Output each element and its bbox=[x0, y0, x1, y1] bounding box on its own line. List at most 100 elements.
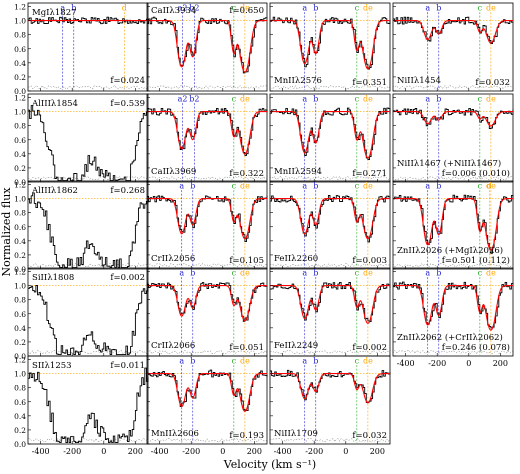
component-label: b bbox=[436, 4, 441, 13]
f-value-label: f=0.650 bbox=[229, 6, 264, 16]
component-label: c bbox=[355, 4, 360, 13]
y-tick-label: 1.2 bbox=[14, 94, 26, 103]
x-tick-label: 0 bbox=[220, 447, 225, 456]
flux-spectrum bbox=[270, 281, 391, 323]
panel: a b c de FeIIλ2260 f=0.003 bbox=[269, 180, 391, 270]
y-tick-label: 1.0 bbox=[14, 282, 26, 291]
panel: a2 b2 c de CaIIλ3969 f=0.322 bbox=[146, 93, 268, 183]
component-label: a bbox=[302, 182, 307, 191]
component-label: a bbox=[302, 357, 307, 366]
component-label: de bbox=[240, 95, 250, 104]
x-tick-label: -400 bbox=[32, 447, 50, 456]
ion-label: MnIIλ2576 bbox=[274, 76, 322, 86]
flux-spectrum bbox=[28, 282, 149, 356]
model-fit bbox=[147, 111, 267, 155]
component-label: de bbox=[486, 269, 496, 278]
component-label: de bbox=[363, 269, 373, 278]
model-fit bbox=[270, 111, 390, 159]
component-label: a bbox=[302, 269, 307, 278]
panel: a b c ded ZnIIλ2026 (+MgIλ2026)f=0.501 (0.11… bbox=[392, 180, 514, 270]
component-label: b bbox=[190, 357, 195, 366]
model-fit bbox=[147, 285, 267, 322]
x-tick-label: -200 bbox=[63, 447, 81, 456]
panel: a b c de CrIIλ2066 f=0.051 bbox=[146, 267, 268, 357]
component-label: de bbox=[363, 95, 373, 104]
y-tick-label: 0.4 bbox=[14, 150, 26, 159]
panel: a b c de MnIIλ2576 f=0.351 bbox=[269, 2, 391, 92]
ion-label: AlIIIλ1862 bbox=[31, 186, 78, 196]
component-label: b bbox=[313, 182, 318, 191]
x-axis-title: Velocity (km s⁻¹) bbox=[223, 458, 316, 471]
model-fit bbox=[393, 111, 513, 127]
y-tick-label: 0.0 bbox=[14, 178, 26, 187]
panel-frame bbox=[146, 2, 268, 92]
model-fit bbox=[147, 198, 267, 240]
component-label: c bbox=[232, 357, 237, 366]
y-tick-label: 0.8 bbox=[14, 122, 26, 131]
flux-spectrum bbox=[147, 282, 268, 322]
y-tick-label: 0.2 bbox=[14, 426, 26, 435]
f-value-label: f=0.271 bbox=[352, 169, 387, 179]
panel-frame bbox=[146, 355, 268, 445]
component-label: d bbox=[487, 182, 492, 191]
x-tick-label: 200 bbox=[128, 447, 143, 456]
panel-frame bbox=[146, 180, 268, 270]
panel: a b c de NiIIλ1454 f=0.032 bbox=[392, 2, 514, 92]
x-tick-label: 0 bbox=[101, 447, 106, 456]
y-tick-label: 1.2 bbox=[14, 356, 26, 365]
ion-label: SiIIλ1808 bbox=[32, 273, 74, 283]
f-value-label: f=0.351 bbox=[352, 78, 387, 88]
panel: a b c de ZnIIλ2062 (+CrIIλ2062)f=0.246 (0.07… bbox=[392, 267, 514, 368]
component-label: a bbox=[179, 269, 184, 278]
ion-label: MgIλ1827 bbox=[32, 8, 77, 18]
component-label: b bbox=[190, 182, 195, 191]
y-tick-label: 0.6 bbox=[14, 223, 26, 232]
error-spectrum bbox=[27, 437, 149, 443]
f-value-label: f=0.539 bbox=[110, 99, 145, 109]
component-label: de bbox=[363, 4, 373, 13]
component-label: de bbox=[363, 182, 373, 191]
component-label: a bbox=[60, 4, 65, 13]
component-label: a bbox=[179, 357, 184, 366]
component-label: c bbox=[232, 4, 237, 13]
error-spectrum bbox=[27, 85, 149, 90]
error-spectrum bbox=[269, 263, 391, 268]
x-tick-label: -400 bbox=[151, 447, 169, 456]
flux-spectrum bbox=[393, 194, 514, 254]
component-label: b bbox=[71, 4, 76, 13]
panel-frame bbox=[27, 93, 149, 183]
panel: SiIIλ1808 f=0.002 0.0 0.2 0.4 0.6 0.8 1.0 1.2 bbox=[14, 268, 149, 361]
y-tick-label: 1.2 bbox=[14, 268, 26, 277]
panel: a b c de NiIIλ1709 f=0.032 -400 -200 0 200 bbox=[269, 355, 391, 456]
component-label: b bbox=[190, 269, 195, 278]
f-value-label: f=0.322 bbox=[229, 169, 264, 179]
panel: AlIIIλ1854 f=0.539 0.0 0.2 0.4 0.6 0.8 1.0 1.2 bbox=[14, 93, 149, 187]
model-fit bbox=[147, 373, 267, 413]
y-tick-label: 0.6 bbox=[14, 398, 26, 407]
model-fit bbox=[393, 198, 513, 251]
x-tick-label: -400 bbox=[274, 447, 292, 456]
panel-frame bbox=[27, 180, 149, 270]
error-spectrum bbox=[269, 350, 391, 355]
y-tick-label: 0.2 bbox=[14, 251, 26, 260]
x-tick-label: -200 bbox=[305, 447, 323, 456]
error-spectrum bbox=[392, 175, 514, 181]
component-label: b bbox=[313, 269, 318, 278]
ion-label: CaIIλ3934 bbox=[151, 6, 196, 16]
f-value-label: f=0.193 bbox=[229, 431, 264, 441]
component-label: b2 bbox=[189, 4, 199, 13]
component-label: de bbox=[240, 269, 250, 278]
y-tick-label: 1.0 bbox=[14, 108, 26, 117]
model-fit bbox=[393, 20, 513, 44]
x-tick-label: 0 bbox=[466, 359, 471, 368]
component-label: c bbox=[478, 182, 483, 191]
y-tick-label: 1.2 bbox=[14, 3, 26, 12]
y-tick-label: 0.4 bbox=[14, 59, 26, 68]
f-value-label: f=0.032 bbox=[475, 78, 510, 88]
error-spectrum bbox=[146, 438, 268, 443]
component-label: a bbox=[425, 182, 430, 191]
flux-spectrum bbox=[28, 105, 149, 182]
panel: AlIIIλ1862 f=0.268 0.0 0.2 0.4 0.6 0.8 1.0 1.2 bbox=[14, 180, 149, 274]
f-value-label: f=0.002 bbox=[110, 273, 145, 283]
panel-grid: a b dMgIλ1827f=0.0240.00.20.40.60.81.01.2A… bbox=[14, 2, 514, 456]
